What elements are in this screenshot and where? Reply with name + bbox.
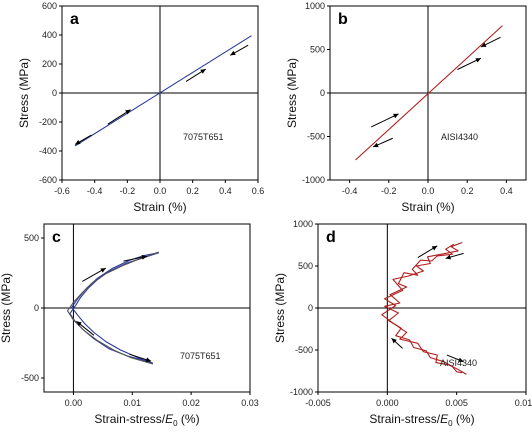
y-axis-label: Stress (MPa) (17, 58, 31, 128)
series-line-0 (355, 25, 503, 161)
direction-arrow-2 (185, 68, 206, 82)
y-tick-label: 0 (320, 88, 325, 98)
direction-arrow-0 (372, 137, 393, 148)
y-tick-label: -500 (307, 132, 325, 142)
direction-arrow-1 (107, 109, 131, 125)
y-tick-label: 400 (42, 30, 57, 40)
x-tick-label: -0.005 (305, 398, 331, 408)
y-tick-label: 0 (34, 303, 39, 313)
material-annotation: 7075T651 (180, 351, 221, 361)
material-annotation: AISI4340 (440, 358, 477, 368)
panel-letter: d (326, 229, 336, 246)
x-tick-label: 0.000 (376, 398, 399, 408)
y-tick-label: -400 (39, 146, 57, 156)
x-tick-label: 0.2 (461, 186, 474, 196)
x-tick-label: 0.0 (422, 186, 435, 196)
direction-arrow-0 (82, 267, 107, 282)
direction-arrow-2 (391, 337, 403, 349)
y-tick-label: 1000 (305, 1, 325, 11)
x-tick-label: 0.6 (252, 186, 265, 196)
direction-arrow-0 (74, 134, 92, 145)
chart-panel-a: -0.6 -0.4 -0.2 0.0 0.2 0.4 0.6 -600 -400 -200 0 200… (17, 1, 264, 214)
x-tick-label: 0.02 (182, 398, 200, 408)
y-tick-label: 500 (310, 45, 325, 55)
x-tick-label: -0.2 (381, 186, 397, 196)
y-tick-label: 200 (42, 59, 57, 69)
x-axis-label: Strain (%) (133, 200, 186, 214)
x-tick-label: 0.01 (124, 398, 142, 408)
material-annotation: 7075T651 (183, 132, 224, 142)
x-tick-label: 0.4 (500, 186, 513, 196)
y-tick-label: -600 (39, 175, 57, 185)
material-annotation: AISI4340 (441, 132, 478, 142)
x-axis-label: Strain-stress/E0 (%) (369, 412, 474, 428)
y-tick-label: -500 (295, 345, 313, 355)
y-tick-label: -1000 (290, 387, 313, 397)
direction-arrow-1 (123, 254, 148, 262)
x-tick-label: -0.4 (342, 186, 358, 196)
panel-letter: a (70, 11, 79, 28)
y-axis-label: Stress (MPa) (285, 58, 299, 128)
x-axis-label: Strain-stress/E0 (%) (94, 412, 199, 428)
y-tick-label: 0 (52, 88, 57, 98)
panel-letter: b (338, 11, 348, 28)
x-tick-label: -0.6 (54, 186, 70, 196)
y-tick-label: -1000 (302, 175, 325, 185)
y-tick-label: 0 (308, 303, 313, 313)
panel-letter: c (52, 229, 61, 246)
y-tick-label: 500 (24, 233, 39, 243)
direction-arrow-2 (76, 320, 95, 336)
y-tick-label: 500 (298, 261, 313, 271)
series-line-0 (74, 35, 252, 147)
y-tick-label: 600 (42, 1, 57, 11)
direction-arrow-0 (417, 245, 438, 259)
series-line-2 (66, 251, 159, 365)
x-tick-label: 0.010 (515, 398, 532, 408)
chart-panel-d: -0.005 0.000 0.005 0.010 -1000 -500 0 500 1000 d A… (273, 219, 532, 428)
x-tick-label: 0.005 (445, 398, 468, 408)
y-tick-label: 1000 (293, 219, 313, 229)
series-line-1 (71, 252, 159, 364)
x-tick-label: 0.2 (186, 186, 199, 196)
chart-panel-b: -0.4 -0.2 0.0 0.2 0.4 -1000 -500 0 500 1000 b AISI4… (285, 1, 527, 214)
series-line-1 (381, 241, 467, 375)
direction-arrow-1 (370, 113, 399, 128)
x-tick-label: -0.2 (120, 186, 136, 196)
x-tick-label: 0.03 (241, 398, 259, 408)
x-axis-label: Strain (%) (401, 200, 454, 214)
x-tick-label: 0.4 (219, 186, 232, 196)
y-axis-label: Stress (MPa) (273, 273, 287, 343)
y-tick-label: -500 (21, 373, 39, 383)
direction-arrow-3 (129, 353, 152, 362)
direction-arrow-3 (480, 36, 501, 48)
chart-panel-c: 0.00 0.01 0.02 0.03 -500 0 500 c 7075T651 Strain-… (0, 223, 259, 428)
direction-arrow-1 (445, 252, 464, 260)
direction-arrow-3 (446, 354, 464, 363)
y-axis-label: Stress (MPa) (0, 273, 13, 343)
x-tick-label: 0.00 (65, 398, 83, 408)
direction-arrow-3 (229, 44, 249, 56)
y-tick-label: -200 (39, 117, 57, 127)
series-line-0 (384, 243, 463, 374)
x-tick-label: 0.0 (154, 186, 167, 196)
x-tick-label: -0.4 (87, 186, 103, 196)
direction-arrow-2 (457, 57, 482, 70)
